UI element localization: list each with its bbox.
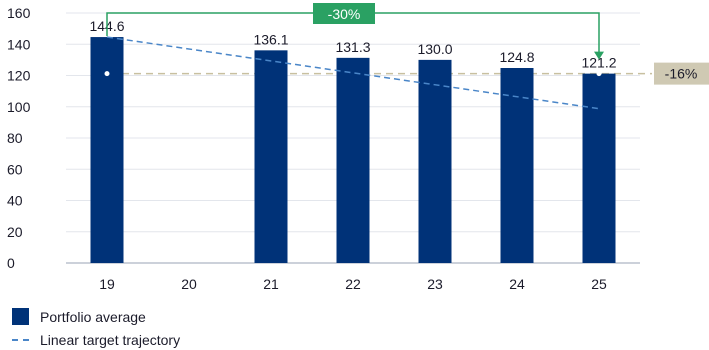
y-tick-label: 120 (7, 68, 31, 84)
x-tick-label: 22 (345, 276, 361, 292)
legend-item-linear-target: Linear target trajectory (12, 332, 180, 348)
target-trajectory-line (106, 36, 600, 110)
x-tick-label: 25 (591, 276, 607, 292)
bar (254, 50, 288, 263)
bar (582, 73, 616, 263)
legend-label-linear-target: Linear target trajectory (40, 332, 181, 348)
data-label: 131.3 (335, 39, 370, 55)
bar (336, 57, 370, 263)
legend-item-portfolio-average: Portfolio average (12, 308, 146, 325)
data-label: 130.0 (417, 41, 452, 57)
y-tick-label: 20 (7, 224, 23, 240)
bracket-arrow-head (594, 51, 604, 60)
x-tick-label: 21 (263, 276, 279, 292)
y-tick-label: 0 (7, 255, 15, 271)
legend-label-portfolio-average: Portfolio average (40, 308, 146, 325)
x-tick-label: 24 (509, 276, 525, 292)
legend-swatch-bar (12, 308, 29, 325)
y-tick-label: 140 (7, 36, 31, 52)
y-tick-label: 80 (7, 130, 23, 146)
reference-badge (654, 62, 709, 85)
bar (90, 37, 124, 263)
reference-start-dot (104, 71, 110, 77)
y-tick-label: 60 (7, 161, 23, 177)
reference-badge-label: -16% (665, 66, 698, 82)
data-label: 121.2 (581, 55, 616, 71)
x-tick-label: 20 (181, 276, 197, 292)
data-label: 124.8 (499, 49, 534, 65)
data-label: 136.1 (253, 31, 288, 47)
reference-end-dot (596, 71, 602, 77)
y-tick-label: 160 (7, 5, 31, 21)
bar (500, 68, 534, 263)
x-tick-label: 23 (427, 276, 443, 292)
reduction-badge (313, 3, 375, 24)
y-tick-label: 40 (7, 193, 23, 209)
x-tick-label: 19 (99, 276, 115, 292)
y-tick-label: 100 (7, 99, 31, 115)
bar (418, 59, 452, 263)
legend-swatch-dashed-line (12, 339, 29, 341)
reduction-badge-label: -30% (328, 6, 361, 22)
